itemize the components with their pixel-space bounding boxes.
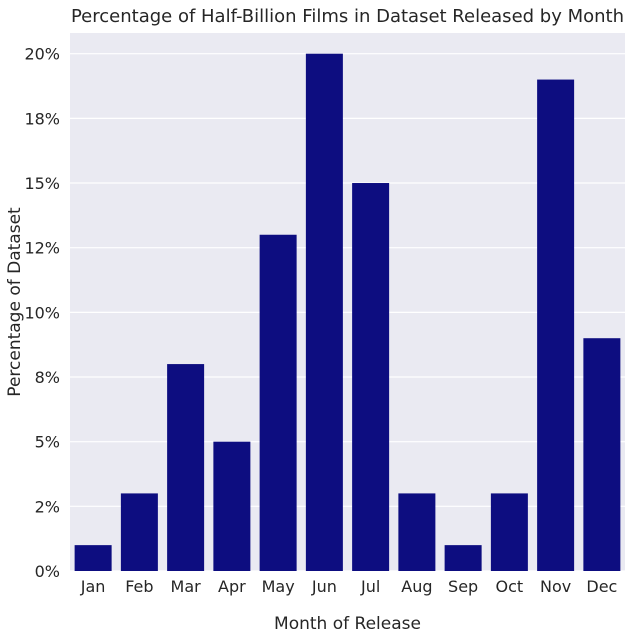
plot-background [70,33,625,571]
bar-oct [490,493,528,571]
x-tick-label: Mar [171,577,202,596]
x-tick-label: Jan [80,577,106,596]
x-tick-labels: Jan Feb Mar Apr May Jun Jul Aug Sep Oct Nov Dec [80,577,618,596]
bar-dec [583,338,621,571]
bar-jan [74,545,112,571]
y-tick-label: 12% [24,239,60,258]
y-tick-label: 8% [35,368,60,387]
bar-feb [120,493,158,571]
bars [74,53,621,572]
x-tick-label: Jul [360,577,380,596]
y-tick-label: 15% [24,174,60,193]
x-tick-label: Oct [496,577,524,596]
bar-apr [213,441,251,571]
x-tick-label: May [262,577,295,596]
y-tick-label: 20% [24,45,60,64]
x-tick-label: Aug [401,577,432,596]
bar-sep [444,545,482,571]
grid-lines [70,53,625,572]
y-tick-label: 5% [35,433,60,452]
bar-jul [352,183,390,571]
y-tick-label: 0% [35,562,60,581]
x-tick-label: Dec [586,577,617,596]
bar-aug [398,493,436,571]
y-tick-label: 10% [24,303,60,322]
y-axis-label: Percentage of Dataset [5,207,25,397]
bar-jun [305,53,343,571]
y-tick-label: 18% [24,109,60,128]
chart-title: Percentage of Half-Billion Films in Data… [71,6,624,27]
bar-mar [167,364,205,571]
y-tick-label: 2% [35,497,60,516]
x-tick-label: Nov [540,577,571,596]
y-tick-labels: 0% 2% 5% 8% 10% 12% 15% 18% 20% [24,45,60,581]
bar-may [259,234,297,571]
bar-nov [537,79,575,572]
x-tick-label: Jun [311,577,337,596]
x-tick-label: Feb [125,577,153,596]
x-tick-label: Apr [218,577,246,596]
x-axis-label: Month of Release [274,614,421,634]
x-tick-label: Sep [448,577,478,596]
